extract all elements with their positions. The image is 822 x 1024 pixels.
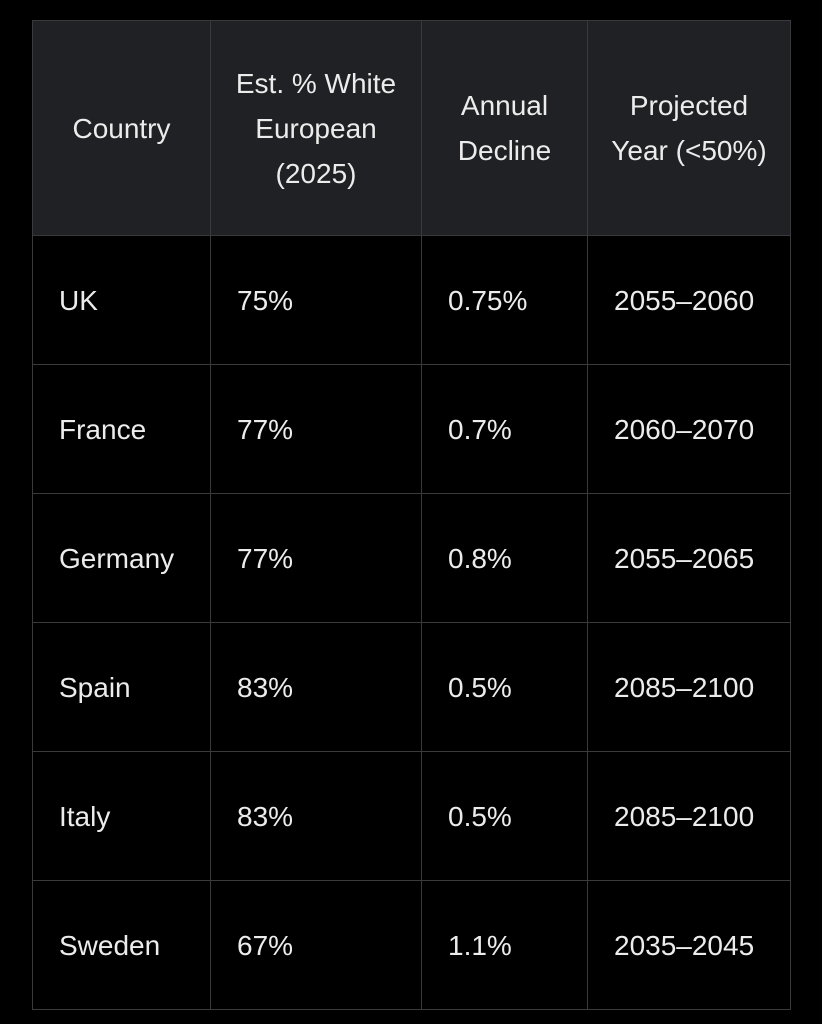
cell-year: 2085–2100 [587,622,791,752]
table-row: UK 75% 0.75% 2055–2060 [32,235,791,365]
cell-decline: 0.7% [421,364,588,494]
cell-pct: 77% [210,493,422,623]
cell-country: UK [32,235,211,365]
header-row: Country Est. % White European (2025) Ann… [32,20,791,236]
header-country: Country [32,20,211,236]
table-row: Spain 83% 0.5% 2085–2100 [32,622,791,752]
table-row: France 77% 0.7% 2060–2070 [32,364,791,494]
cell-decline: 0.5% [421,751,588,881]
cell-country: Italy [32,751,211,881]
header-projected-year: Projected Year (<50%) [587,20,791,236]
cell-country: France [32,364,211,494]
data-table-container: Country Est. % White European (2025) Ann… [32,20,791,1010]
cell-year: 2055–2060 [587,235,791,365]
cell-pct: 83% [210,751,422,881]
cell-year: 2035–2045 [587,880,791,1010]
projection-table: Country Est. % White European (2025) Ann… [32,20,791,1010]
cell-year: 2055–2065 [587,493,791,623]
cell-pct: 77% [210,364,422,494]
cell-decline: 0.8% [421,493,588,623]
cell-pct: 83% [210,622,422,752]
cell-decline: 0.5% [421,622,588,752]
cell-pct: 75% [210,235,422,365]
table-body: UK 75% 0.75% 2055–2060 France 77% 0.7% 2… [32,235,791,1010]
table-row: Sweden 67% 1.1% 2035–2045 [32,880,791,1010]
cell-country: Sweden [32,880,211,1010]
table-header: Country Est. % White European (2025) Ann… [32,20,791,236]
cell-decline: 0.75% [421,235,588,365]
cell-country: Germany [32,493,211,623]
header-white-european-pct: Est. % White European (2025) [210,20,422,236]
cell-year: 2060–2070 [587,364,791,494]
header-annual-decline: Annual Decline [421,20,588,236]
cell-country: Spain [32,622,211,752]
cell-decline: 1.1% [421,880,588,1010]
table-row: Italy 83% 0.5% 2085–2100 [32,751,791,881]
table-row: Germany 77% 0.8% 2055–2065 [32,493,791,623]
cell-year: 2085–2100 [587,751,791,881]
cell-pct: 67% [210,880,422,1010]
